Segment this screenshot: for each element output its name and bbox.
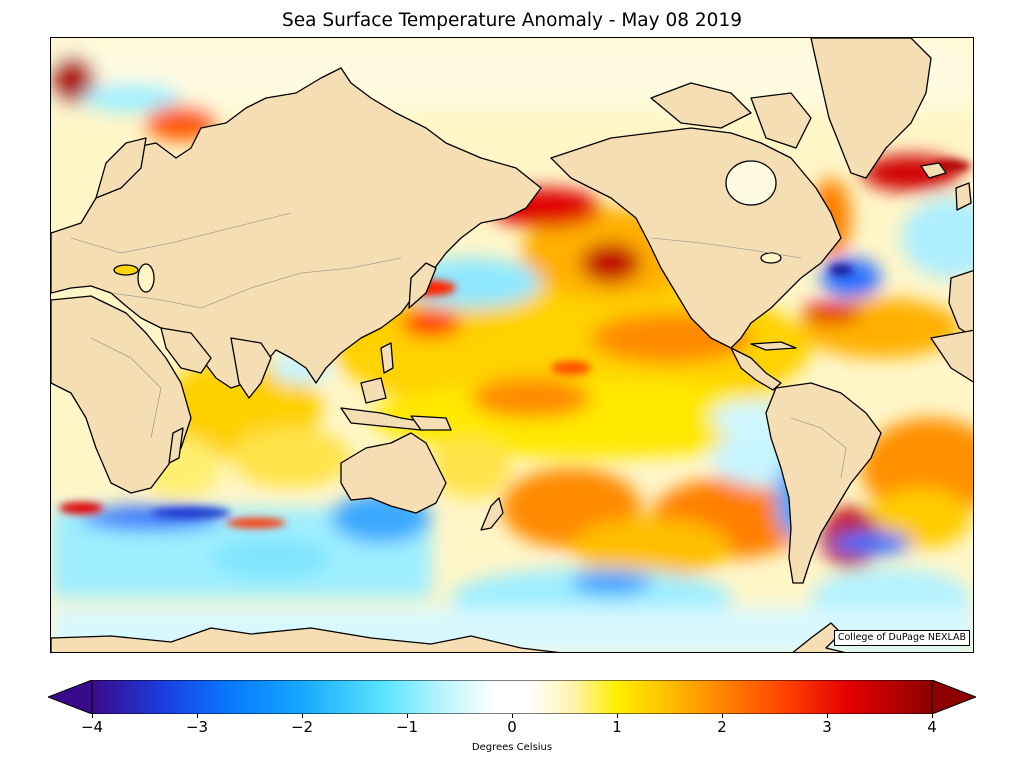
hudson-bay bbox=[725, 160, 777, 206]
credit-label: College of DuPage NEXLAB bbox=[833, 630, 970, 646]
antarctica-land bbox=[51, 627, 560, 652]
india-land bbox=[230, 337, 272, 399]
scandinavia-land bbox=[95, 137, 147, 199]
colorbar-tick-mark bbox=[512, 714, 513, 718]
colorbar-tick-label: 0 bbox=[507, 718, 517, 736]
colorbar-right-extend bbox=[931, 680, 976, 714]
sst-anomaly-map: College of DuPage NEXLAB bbox=[50, 37, 974, 653]
africa-land bbox=[51, 295, 192, 494]
japan-land bbox=[408, 262, 437, 309]
colorbar-tick-label: −1 bbox=[395, 718, 419, 736]
baffin-land bbox=[750, 92, 812, 149]
colorbar-tick-mark bbox=[827, 714, 828, 718]
arabia-land bbox=[160, 327, 212, 374]
colorbar-tick-mark bbox=[722, 714, 723, 718]
iceland-land bbox=[920, 162, 947, 179]
philippines-land bbox=[380, 342, 394, 374]
colorbar-tick-mark bbox=[197, 714, 198, 718]
colorbar-tick-label: −3 bbox=[185, 718, 209, 736]
borneo-land bbox=[360, 377, 387, 404]
colorbar bbox=[48, 680, 976, 714]
map-title: Sea Surface Temperature Anomaly - May 08… bbox=[282, 10, 742, 31]
colorbar-tick-label: 3 bbox=[822, 718, 832, 736]
madagascar-land bbox=[168, 427, 184, 464]
land-masses bbox=[51, 38, 973, 652]
caspian-sea bbox=[137, 263, 155, 293]
uk-land bbox=[955, 182, 972, 211]
colorbar-tick-label: 2 bbox=[717, 718, 727, 736]
colorbar-tick-label: 1 bbox=[612, 718, 622, 736]
country-borders bbox=[70, 212, 847, 479]
south-america-land bbox=[765, 382, 882, 584]
new-zealand-land bbox=[480, 497, 504, 531]
cuba-land bbox=[750, 341, 797, 351]
colorbar-tick-label: −2 bbox=[290, 718, 314, 736]
central-america-land bbox=[730, 347, 782, 391]
colorbar-tick-mark bbox=[302, 714, 303, 718]
colorbar-tick-mark bbox=[932, 714, 933, 718]
new-guinea-land bbox=[410, 415, 452, 431]
colorbar-tick-label: 4 bbox=[927, 718, 937, 736]
colorbar-label: Degrees Celsius bbox=[471, 742, 553, 753]
colorbar-left-extend bbox=[48, 680, 93, 714]
australia-land bbox=[340, 432, 447, 514]
colorbar-tick-label: −4 bbox=[80, 718, 104, 736]
africa-west-edge-land bbox=[930, 329, 973, 383]
canadian-islands-land bbox=[650, 82, 752, 129]
colorbar-tick-mark bbox=[407, 714, 408, 718]
greenland-land bbox=[810, 38, 932, 179]
black-sea bbox=[113, 264, 139, 276]
colorbar-tick-mark bbox=[92, 714, 93, 718]
colorbar-bar bbox=[91, 680, 933, 714]
colorbar-tick-mark bbox=[617, 714, 618, 718]
